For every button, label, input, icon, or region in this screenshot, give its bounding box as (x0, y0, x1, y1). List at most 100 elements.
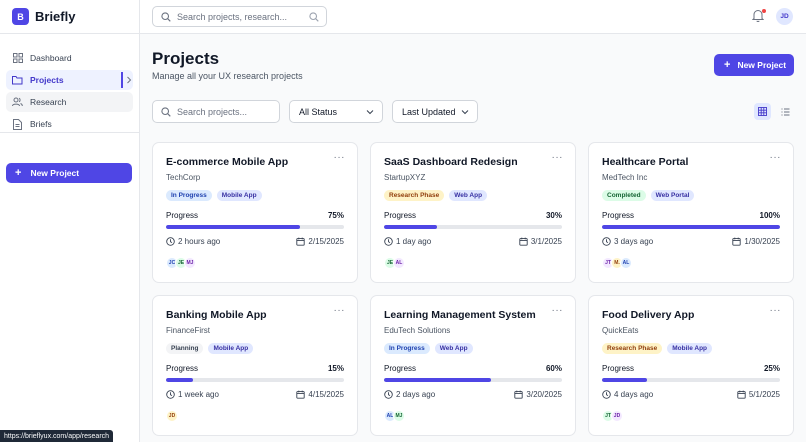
grid-view-button[interactable] (754, 103, 771, 120)
project-title[interactable]: Food Delivery App (602, 309, 695, 321)
calendar-icon (296, 390, 306, 399)
progress-label: Progress (602, 364, 635, 373)
due-date-text: 1/30/2025 (744, 237, 780, 246)
more-options-icon[interactable]: ··· (551, 305, 563, 316)
progress-fill (602, 378, 647, 382)
project-title[interactable]: Learning Management System (384, 309, 536, 321)
project-title[interactable]: SaaS Dashboard Redesign (384, 156, 518, 168)
team-members: JC JE MJ (166, 257, 196, 269)
clock-icon (166, 237, 175, 246)
project-card[interactable]: E-commerce Mobile App ··· TechCorp In Progr… (152, 142, 358, 283)
project-title[interactable]: Healthcare Portal (602, 156, 689, 168)
global-search[interactable] (152, 6, 327, 27)
progress-bar (166, 378, 344, 382)
progress-label: Progress (602, 211, 635, 220)
user-avatar[interactable]: JD (776, 8, 793, 25)
progress-value: 15% (327, 364, 344, 373)
new-project-button[interactable]: + New Project (714, 54, 794, 76)
project-title[interactable]: Banking Mobile App (166, 309, 267, 321)
project-tags: Completed Web Portal (602, 190, 695, 201)
list-view-button[interactable] (777, 103, 794, 120)
project-tags: In Progress Mobile App (166, 190, 262, 201)
project-title[interactable]: E-commerce Mobile App (166, 156, 289, 168)
project-card[interactable]: Learning Management System ··· EduTech Sol… (370, 295, 576, 436)
search-icon (161, 11, 171, 22)
team-members: JE AL (384, 257, 405, 269)
users-icon (12, 97, 23, 108)
more-options-icon[interactable]: ··· (333, 305, 345, 316)
progress-bar (384, 378, 562, 382)
more-options-icon[interactable]: ··· (551, 152, 563, 163)
project-card[interactable]: SaaS Dashboard Redesign ··· StartupXYZ Rese… (370, 142, 576, 283)
last-updated-text: 4 days ago (614, 390, 654, 399)
bell-icon (751, 10, 765, 23)
member-avatar[interactable]: AL (620, 257, 632, 269)
last-updated: 2 days ago (384, 390, 435, 399)
chevron-down-icon (366, 110, 374, 115)
sidebar-item-label: Briefs (30, 119, 52, 129)
chevron-down-icon (461, 110, 469, 115)
main-content: Projects Manage all your UX research pro… (140, 34, 806, 442)
progress-bar (602, 378, 780, 382)
last-updated: 4 days ago (602, 390, 653, 399)
sidebar-item-dashboard[interactable]: Dashboard (6, 48, 133, 68)
progress-fill (384, 225, 438, 229)
sidebar-item-research[interactable]: Research (6, 92, 133, 112)
member-avatar[interactable]: MJ (393, 410, 405, 422)
last-updated-text: 1 week ago (178, 390, 219, 399)
due-date-text: 3/1/2025 (530, 237, 562, 246)
link-status-bar: https://brieflyux.com/app/research (0, 430, 114, 442)
project-card[interactable]: Healthcare Portal ··· MedTech Inc Completed… (588, 142, 794, 283)
member-avatar[interactable]: MJ (184, 257, 196, 269)
status-badge: In Progress (384, 343, 430, 354)
member-avatar[interactable]: AL (393, 257, 405, 269)
due-date-text: 2/15/2025 (308, 237, 344, 246)
dashboard-icon (12, 53, 23, 64)
progress-fill (166, 378, 193, 382)
search-submit-icon[interactable] (309, 12, 319, 22)
due-date-text: 4/15/2025 (308, 390, 344, 399)
member-avatar[interactable]: JD (166, 410, 178, 422)
status-badge: In Progress (166, 190, 212, 201)
clock-icon (602, 237, 611, 246)
global-search-input[interactable] (177, 11, 307, 22)
brand[interactable]: B Briefly (0, 0, 139, 34)
sidebar-item-projects[interactable]: Projects (6, 70, 133, 90)
calendar-icon (519, 237, 528, 246)
project-search-input[interactable] (177, 106, 277, 117)
type-badge: Mobile App (208, 343, 254, 354)
project-card[interactable]: Food Delivery App ··· QuickEats Research Ph… (588, 295, 794, 436)
project-tags: Research Phase Web App (384, 190, 488, 201)
more-options-icon[interactable]: ··· (333, 152, 345, 163)
due-date: 3/1/2025 (519, 237, 562, 246)
project-tags: Research Phase Mobile App (602, 343, 713, 354)
type-badge: Web App (434, 343, 473, 354)
chevron-right-icon[interactable] (121, 72, 135, 88)
status-badge: Research Phase (602, 343, 663, 354)
sidebar-item-briefs[interactable]: Briefs (6, 114, 133, 134)
calendar-icon (732, 237, 742, 246)
last-updated: 2 hours ago (166, 237, 220, 246)
project-search[interactable] (152, 100, 280, 123)
due-date: 1/30/2025 (732, 237, 780, 246)
calendar-icon (514, 390, 524, 399)
member-avatar[interactable]: JD (611, 410, 623, 422)
due-date: 4/15/2025 (296, 390, 344, 399)
progress-value: 25% (763, 364, 780, 373)
type-badge: Web Portal (650, 190, 695, 201)
notifications-button[interactable] (751, 9, 766, 23)
status-filter-select[interactable]: All Status (289, 100, 383, 123)
more-options-icon[interactable]: ··· (769, 305, 781, 316)
sidebar-new-project-button[interactable]: + New Project (6, 163, 132, 183)
more-options-icon[interactable]: ··· (769, 152, 781, 163)
progress-value: 100% (759, 211, 780, 220)
page-subtitle: Manage all your UX research projects (152, 71, 303, 81)
project-card[interactable]: Banking Mobile App ··· FinanceFirst Plannin… (152, 295, 358, 436)
list-icon (781, 108, 790, 115)
sort-select[interactable]: Last Updated (392, 100, 478, 123)
progress-fill (166, 225, 300, 229)
project-tags: In Progress Web App (384, 343, 473, 354)
progress-value: 75% (327, 211, 344, 220)
page-title: Projects (152, 49, 220, 68)
due-date: 5/1/2025 (737, 390, 780, 399)
